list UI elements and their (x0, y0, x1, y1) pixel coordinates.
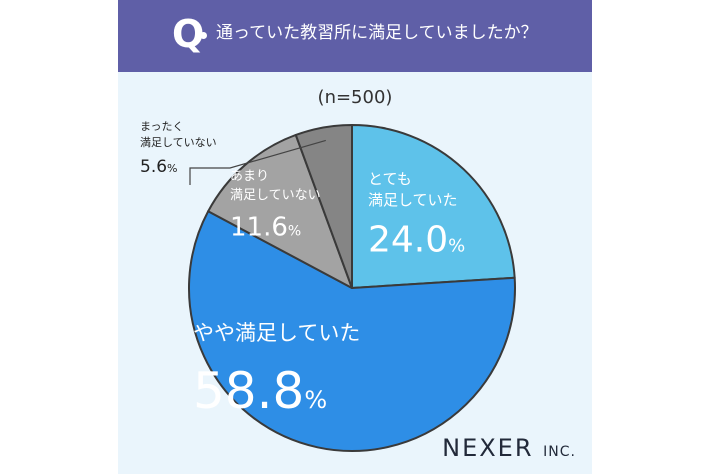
slice-value-4: 5.6% (140, 157, 178, 177)
slice-name-1-line-1: とても (368, 170, 412, 188)
pie-slice-3 (207, 133, 353, 289)
chart-card: Q 通っていた教習所に満足していましたか？ (n=500) とても満足していた 2… (118, 0, 592, 474)
slice-value-1: 24.0% (368, 220, 465, 261)
brand-logo: NEXER INC. (442, 434, 576, 462)
pie-slice-4 (294, 124, 353, 289)
slice-name-1-line-2: 満足していた (368, 191, 458, 209)
pie-chart: とても満足していた24.0%やや満足していた58.8%あまり満足していない11.… (140, 120, 517, 452)
brand-suffix: INC. (543, 444, 576, 460)
slice-name-2-line-1: やや満足していた (193, 321, 360, 345)
question-mark: Q (172, 12, 205, 56)
question-mark-dot (200, 32, 207, 39)
question-text: 通っていた教習所に満足していましたか？ (216, 23, 538, 43)
question-banner: Q 通っていた教習所に満足していましたか？ (118, 0, 592, 72)
slice-value-3: 11.6% (230, 212, 301, 242)
brand-name: NEXER (442, 434, 534, 462)
sample-size: (n=500) (317, 87, 393, 108)
slice-name-3-line-1: あまり (230, 169, 269, 184)
leader-line (189, 139, 326, 185)
slice-label-2: やや満足していた 58.8% (193, 321, 360, 420)
slice-value-2: 58.8% (193, 362, 327, 420)
slice-name-3-line-2: 満足していない (230, 188, 321, 203)
slice-name-4-line-1: まったく (140, 120, 184, 133)
pie-slice-1 (351, 124, 516, 289)
slice-name-4-line-2: 満足していない (140, 136, 217, 149)
pie-slice-2 (188, 210, 517, 452)
